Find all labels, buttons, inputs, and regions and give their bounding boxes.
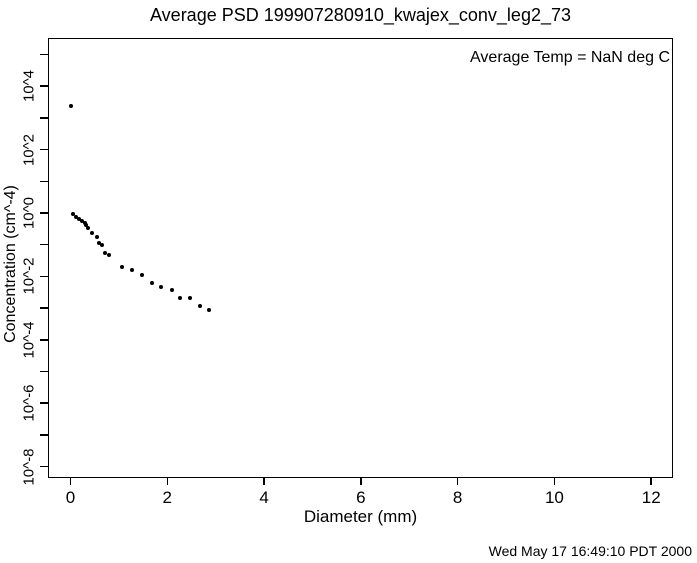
y-tick	[40, 148, 48, 151]
y-tick	[40, 85, 48, 87]
y-tick	[40, 117, 48, 119]
data-point	[207, 307, 212, 312]
y-tick	[40, 180, 48, 183]
data-point	[96, 240, 101, 245]
y-axis-label: Concentration (cm^-4)	[2, 185, 19, 343]
y-tick-label: 10^-4	[20, 321, 38, 359]
data-point	[130, 267, 135, 272]
x-tick-label: 6	[356, 488, 366, 507]
data-point	[197, 303, 202, 308]
y-tick	[40, 402, 48, 404]
x-tick-label: 0	[65, 488, 76, 507]
data-point	[71, 211, 76, 216]
data-point	[86, 225, 91, 230]
x-tick-label: 12	[641, 488, 661, 507]
data-point	[178, 295, 183, 300]
y-tick-label: 10^4	[20, 70, 38, 103]
x-tick-label: 10	[544, 488, 564, 507]
y-tick	[40, 307, 48, 309]
y-tick	[40, 212, 48, 214]
y-tick	[40, 370, 48, 373]
data-point	[76, 216, 81, 221]
data-point	[90, 230, 95, 235]
data-point	[74, 214, 79, 219]
data-point	[103, 250, 108, 255]
data-point	[82, 220, 87, 225]
x-tick	[166, 478, 169, 485]
data-point	[94, 235, 99, 240]
x-tick	[263, 478, 265, 485]
y-tick-label: 10^-8	[20, 448, 38, 486]
data-point	[139, 273, 144, 278]
plot-area	[48, 38, 673, 478]
y-tick	[40, 339, 48, 341]
y-tick	[40, 275, 48, 278]
data-point	[187, 295, 192, 300]
x-tick-label: 2	[162, 488, 173, 507]
y-tick-label: 10^-2	[20, 257, 38, 295]
data-point	[159, 284, 164, 289]
data-point	[150, 280, 155, 285]
data-point	[69, 104, 74, 109]
y-tick	[40, 465, 48, 468]
data-point	[169, 287, 174, 292]
data-point	[106, 252, 111, 257]
x-tick	[650, 478, 652, 485]
x-tick	[69, 478, 72, 485]
x-tick	[553, 478, 556, 485]
average-temp-annotation: Average Temp = NaN deg C	[470, 49, 670, 66]
y-tick	[40, 53, 48, 56]
y-tick	[40, 243, 48, 246]
y-tick-label: 10^2	[20, 133, 38, 166]
data-point	[120, 264, 125, 269]
chart-title: Average PSD 199907280910_kwajex_conv_leg…	[150, 5, 571, 25]
data-point	[100, 242, 105, 247]
x-tick-label: 8	[452, 488, 463, 507]
footer-timestamp: Wed May 17 16:49:10 PDT 2000	[488, 543, 692, 559]
x-tick	[456, 478, 459, 485]
x-tick-label: 4	[259, 488, 269, 507]
y-tick-label: 10^-6	[20, 384, 38, 422]
x-axis-label: Diameter (mm)	[303, 507, 418, 526]
y-tick-label: 10^0	[20, 196, 38, 230]
y-tick	[40, 434, 48, 436]
data-point	[84, 222, 89, 227]
x-tick	[360, 478, 362, 485]
data-point	[79, 218, 84, 223]
